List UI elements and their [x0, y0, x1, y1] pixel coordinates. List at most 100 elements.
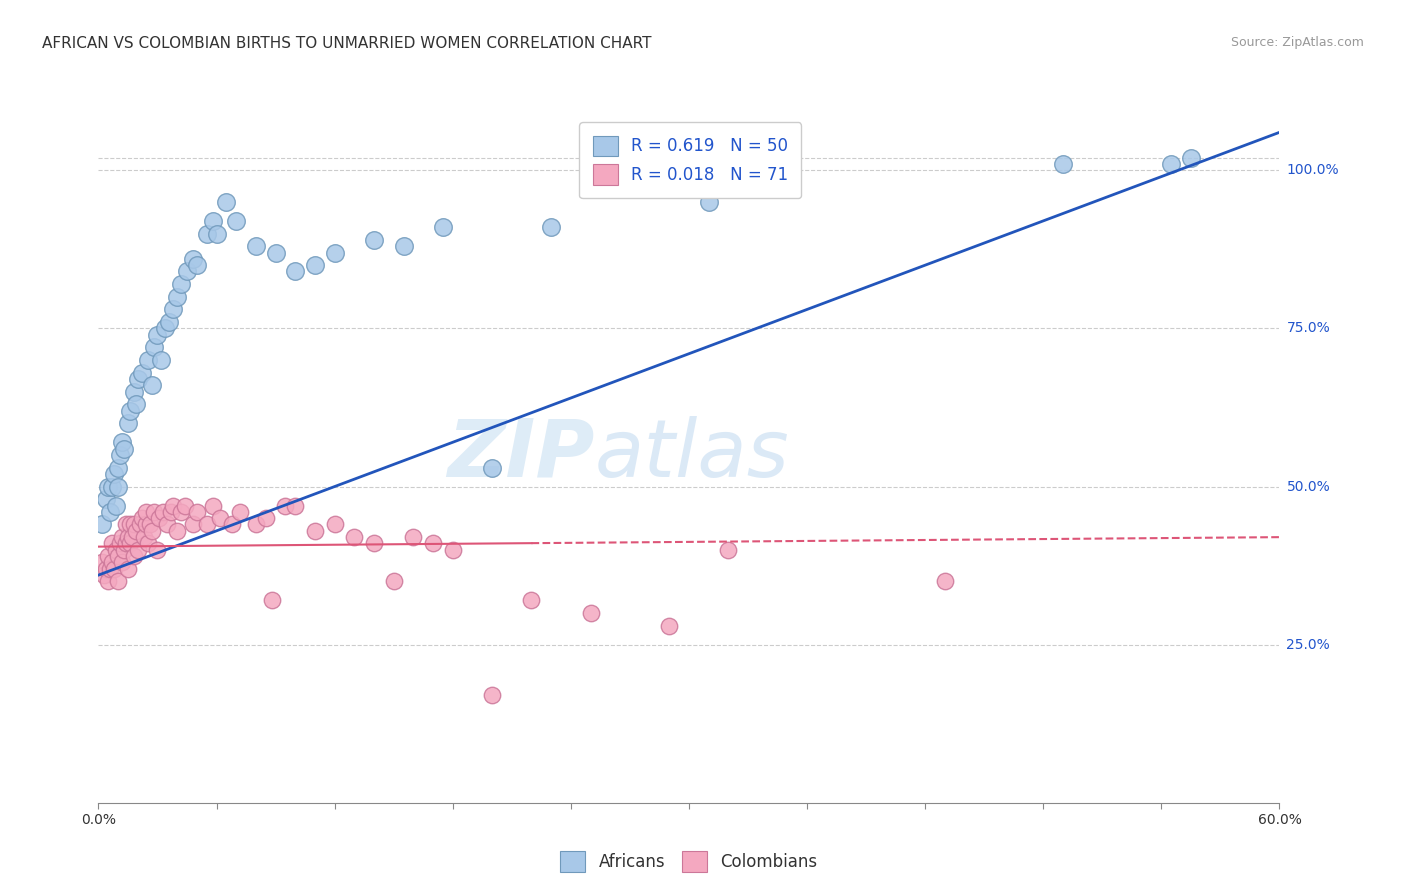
- Point: [128, 517, 150, 532]
- Point: [162, 499, 184, 513]
- Point: [156, 517, 179, 532]
- Point: [170, 277, 193, 292]
- Point: [118, 536, 141, 550]
- Point: [1052, 157, 1074, 171]
- Point: [107, 549, 129, 563]
- Point: [97, 574, 120, 589]
- Point: [131, 366, 153, 380]
- Point: [363, 233, 385, 247]
- Point: [209, 511, 232, 525]
- Point: [205, 227, 228, 241]
- Point: [229, 505, 252, 519]
- Point: [107, 460, 129, 475]
- Point: [101, 556, 124, 570]
- Point: [658, 618, 681, 632]
- Point: [323, 245, 346, 260]
- Point: [148, 511, 170, 525]
- Point: [181, 517, 204, 532]
- Point: [323, 517, 346, 532]
- Point: [103, 562, 125, 576]
- Text: 75.0%: 75.0%: [1286, 321, 1330, 335]
- Point: [215, 194, 238, 209]
- Point: [107, 574, 129, 589]
- Point: [201, 214, 224, 228]
- Point: [117, 530, 139, 544]
- Point: [304, 524, 326, 538]
- Point: [98, 505, 121, 519]
- Text: 25.0%: 25.0%: [1286, 638, 1330, 652]
- Point: [260, 593, 283, 607]
- Point: [195, 517, 218, 532]
- Point: [118, 517, 141, 532]
- Text: 50.0%: 50.0%: [1286, 480, 1330, 493]
- Point: [934, 574, 956, 589]
- Point: [111, 530, 134, 544]
- Point: [304, 258, 326, 272]
- Point: [284, 499, 307, 513]
- Point: [520, 593, 543, 607]
- Point: [392, 239, 415, 253]
- Text: ZIP: ZIP: [447, 416, 595, 494]
- Legend: Africans, Colombians: Africans, Colombians: [547, 838, 831, 885]
- Point: [108, 536, 131, 550]
- Point: [97, 479, 120, 493]
- Point: [160, 505, 183, 519]
- Point: [122, 384, 145, 399]
- Point: [264, 245, 287, 260]
- Point: [108, 448, 131, 462]
- Point: [122, 549, 145, 563]
- Point: [363, 536, 385, 550]
- Point: [146, 327, 169, 342]
- Point: [245, 517, 267, 532]
- Point: [162, 302, 184, 317]
- Point: [441, 542, 464, 557]
- Point: [105, 542, 128, 557]
- Point: [117, 562, 139, 576]
- Point: [103, 467, 125, 481]
- Point: [155, 321, 177, 335]
- Point: [105, 499, 128, 513]
- Point: [136, 536, 159, 550]
- Point: [152, 505, 174, 519]
- Point: [176, 264, 198, 278]
- Point: [201, 499, 224, 513]
- Point: [540, 220, 562, 235]
- Point: [284, 264, 307, 278]
- Point: [432, 220, 454, 235]
- Point: [97, 549, 120, 563]
- Point: [186, 258, 208, 272]
- Point: [125, 524, 148, 538]
- Point: [136, 353, 159, 368]
- Point: [91, 517, 114, 532]
- Point: [186, 505, 208, 519]
- Text: AFRICAN VS COLOMBIAN BIRTHS TO UNMARRIED WOMEN CORRELATION CHART: AFRICAN VS COLOMBIAN BIRTHS TO UNMARRIED…: [42, 36, 651, 51]
- Point: [481, 688, 503, 702]
- Point: [170, 505, 193, 519]
- Point: [181, 252, 204, 266]
- Point: [111, 556, 134, 570]
- Point: [127, 542, 149, 557]
- Point: [146, 542, 169, 557]
- Point: [107, 479, 129, 493]
- Point: [121, 530, 143, 544]
- Point: [141, 378, 163, 392]
- Text: Source: ZipAtlas.com: Source: ZipAtlas.com: [1230, 36, 1364, 49]
- Point: [225, 214, 247, 228]
- Point: [132, 530, 155, 544]
- Point: [96, 492, 118, 507]
- Point: [221, 517, 243, 532]
- Point: [112, 442, 135, 456]
- Point: [1180, 151, 1202, 165]
- Point: [135, 505, 157, 519]
- Point: [1160, 157, 1182, 171]
- Point: [118, 403, 141, 417]
- Point: [115, 517, 138, 532]
- Point: [579, 606, 602, 620]
- Point: [142, 340, 165, 354]
- Point: [717, 542, 740, 557]
- Point: [91, 556, 114, 570]
- Point: [135, 517, 157, 532]
- Point: [131, 511, 153, 525]
- Point: [111, 435, 134, 450]
- Point: [101, 536, 124, 550]
